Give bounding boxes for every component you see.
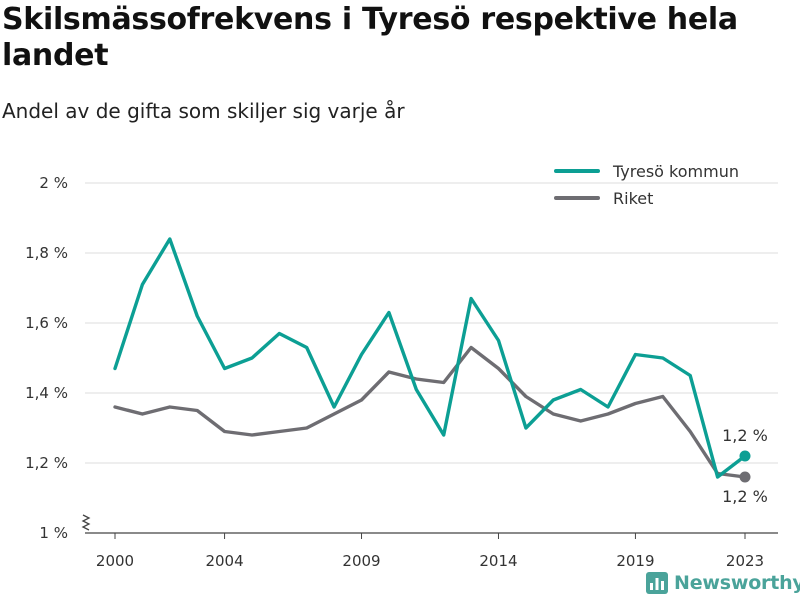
axis-break-icon xyxy=(81,514,91,531)
x-tick-label: 2004 xyxy=(205,552,243,570)
series-end-point xyxy=(739,450,751,462)
series-line-tyreso xyxy=(113,237,747,479)
y-tick-label: 1 % xyxy=(39,524,68,542)
x-tick-label: 2019 xyxy=(616,552,654,570)
series-lines xyxy=(113,237,751,483)
bar-chart-icon xyxy=(646,572,668,594)
brand-name: Newsworthy xyxy=(674,572,800,594)
axes: 1 % 1,2 % 1,4 % 1,6 % 1,8 % 2 % 2000 2004 2009 20… xyxy=(25,174,764,570)
y-tick-label: 1,8 % xyxy=(25,244,68,262)
x-tick-label: 2014 xyxy=(479,552,517,570)
x-tick-label: 2000 xyxy=(96,552,134,570)
series-line-riket xyxy=(113,345,747,479)
end-value-label: 1,2 % xyxy=(722,426,768,445)
series-end-point xyxy=(739,471,751,483)
y-tick-label: 1,4 % xyxy=(25,384,68,402)
end-labels: 1,2 % 1,2 % xyxy=(722,426,768,506)
chart-title: Skilsmässofrekvens i Tyresö respektive h… xyxy=(2,2,738,73)
brand-logo[interactable]: Newsworthy xyxy=(646,568,800,598)
legend-label: Tyresö kommun xyxy=(612,162,739,181)
y-tick-label: 1,2 % xyxy=(25,454,68,472)
end-value-label: 1,2 % xyxy=(722,487,768,506)
chart-subtitle: Andel av de gifta som skiljer sig varje … xyxy=(2,99,405,123)
gridlines xyxy=(85,182,778,534)
x-tick-label: 2009 xyxy=(342,552,380,570)
y-tick-label: 2 % xyxy=(39,174,68,192)
x-tick-label: 2023 xyxy=(726,552,764,570)
legend: Tyresö kommun Riket xyxy=(554,162,739,208)
legend-label: Riket xyxy=(613,189,653,208)
y-tick-label: 1,6 % xyxy=(25,314,68,332)
